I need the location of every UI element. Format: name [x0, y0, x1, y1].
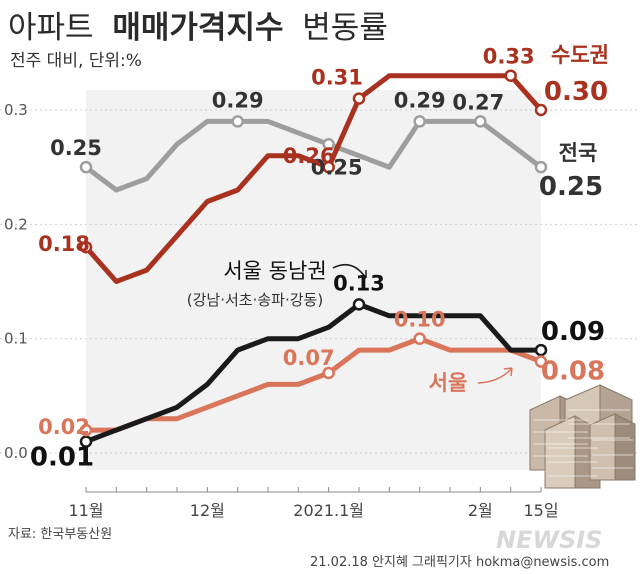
x-tick-label: 11월 [68, 501, 103, 520]
marker-national [534, 160, 548, 174]
x-tick-label: 12월 [190, 501, 225, 520]
marker-seoul [534, 355, 548, 368]
series-line-southeast [83, 301, 544, 445]
x-tick-label: 2021.1월 [293, 501, 364, 520]
data-labels: 0.250.290.250.29 0.270.250.180.260.310.33… [30, 45, 608, 473]
marker-southeast [534, 343, 548, 357]
source-note: 자료: 한국부동산원 [8, 527, 112, 542]
marker-capital [534, 103, 548, 117]
data-label-seoul: 0.08 [541, 357, 605, 387]
x-tick-label: 2월 [468, 501, 493, 520]
x-tick-label: 15일 [523, 501, 558, 520]
marker-national [79, 160, 93, 174]
data-label-national: 0.25 [539, 172, 603, 202]
series-name-southeast: 서울 동남권 [223, 259, 326, 283]
series-line-capital [83, 73, 544, 284]
plot-background [86, 90, 541, 470]
marker-seoul [413, 332, 426, 345]
data-label-national: 0.25 [311, 155, 363, 179]
marker-seoul [322, 366, 335, 380]
marker-national [322, 138, 335, 151]
y-tick-label: 0.2 [4, 215, 28, 233]
chart-title: 아파트 매매가격지수 변동률 [8, 10, 388, 46]
x-axis: 11월 12월 2021.1월 2월 15일 [68, 487, 559, 520]
data-label-capital: 0.18 [38, 232, 90, 256]
marker-southeast [79, 435, 93, 448]
series-line-seoul [83, 336, 544, 433]
series-name-national: 전국 [559, 141, 598, 165]
credit-line: 21.02.18 안지혜 그래픽기자 hokma@newsis.com [310, 555, 609, 570]
data-label-national: 0.29 [212, 88, 264, 112]
marker-capital [322, 160, 335, 174]
newsis-watermark: NEWSIS [496, 526, 602, 554]
y-tick-label: 0.3 [4, 101, 28, 119]
y-tick-label: 0.0 [4, 444, 28, 462]
series-markers [79, 69, 548, 448]
marker-national [231, 115, 244, 128]
data-label-capital: 0.31 [311, 66, 363, 90]
data-label-southeast: 0.13 [333, 271, 385, 295]
series-name-southeast-sub: (강남·서초·송파·강동) [187, 291, 323, 309]
data-label-seoul: 0.07 [283, 346, 335, 370]
data-label-national: 0.27 [452, 90, 504, 114]
chart-subtitle: 전주 대비, 단위:% [10, 51, 142, 71]
marker-seoul [79, 423, 93, 437]
y-tick-label: 0.1 [4, 330, 28, 348]
data-label-capital: 0.30 [544, 77, 608, 107]
y-axis: 0.0 0.1 0.2 0.3 [4, 101, 28, 462]
data-label-national: 0.29 [394, 88, 446, 112]
data-label-national: 0.25 [50, 136, 102, 160]
series-name-seoul: 서울 [429, 371, 468, 395]
marker-national [413, 115, 426, 128]
grid-lines [0, 109, 640, 454]
series-line-national [83, 118, 544, 193]
marker-capital [504, 69, 517, 82]
data-label-capital: 0.33 [483, 45, 535, 69]
marker-capital [79, 240, 93, 254]
series-lines [83, 73, 544, 445]
southeast-pointer-arrow [332, 263, 367, 279]
marker-capital [352, 92, 366, 105]
seoul-pointer-arrow [477, 367, 513, 384]
series-name-capital: 수도권 [551, 43, 609, 67]
data-label-capital: 0.26 [283, 144, 335, 168]
marker-national [474, 115, 487, 128]
marker-southeast [352, 298, 366, 311]
data-label-seoul: 0.02 [38, 415, 90, 439]
data-label-southeast: 0.01 [30, 443, 94, 473]
apartment-illustration [529, 384, 636, 489]
data-label-seoul: 0.10 [394, 308, 446, 332]
data-label-southeast: 0.09 [541, 317, 605, 347]
